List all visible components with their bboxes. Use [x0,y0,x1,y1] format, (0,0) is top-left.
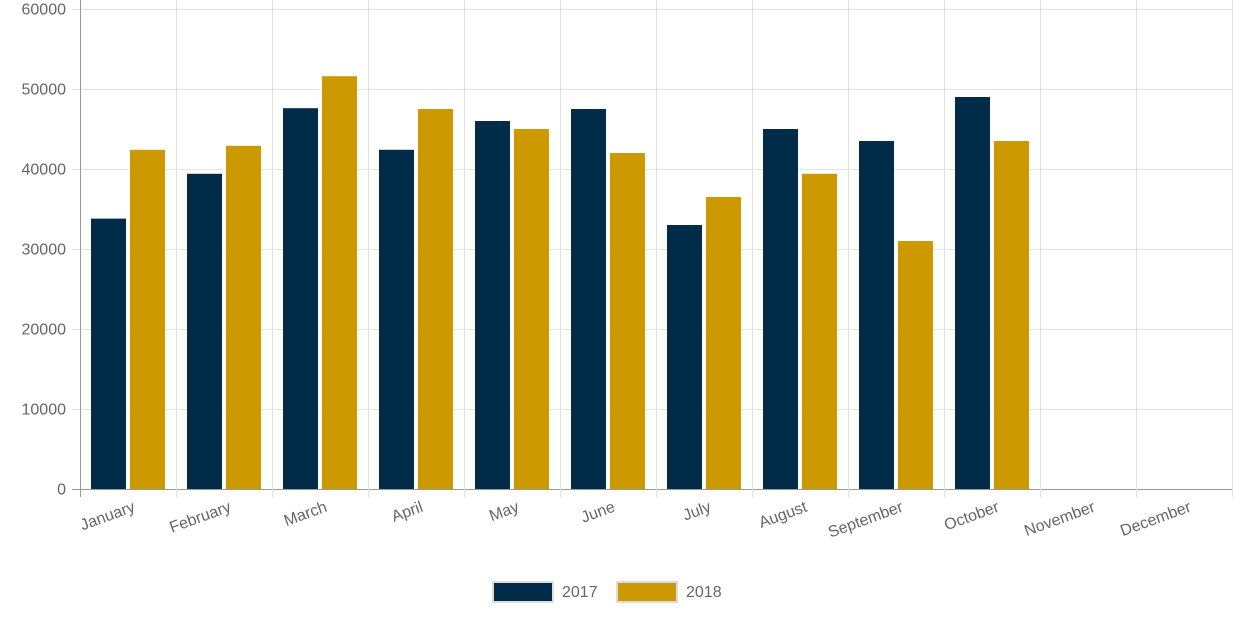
x-tick-label: April [389,499,425,526]
legend-swatch-2017 [492,581,554,603]
bar-2018-march [322,76,357,489]
x-tick-label: December [1118,499,1194,540]
y-tick-label: 0 [57,482,66,499]
bar-2018-may [514,129,549,489]
x-tick-label: August [757,499,810,532]
x-tick-label: September [826,499,906,542]
grid [72,0,1233,497]
bar-2017-february [187,173,222,490]
bar-2017-april [379,149,414,490]
bar-2017-june [571,109,606,489]
bar-2018-june [610,153,645,489]
bar-2017-september [859,141,894,489]
x-tick-label: May [487,499,521,525]
x-tick-label: July [681,499,714,525]
legend-label-2018: 2018 [686,584,722,601]
bar-2017-october [955,97,990,489]
legend-label-2017: 2017 [562,584,598,601]
y-tick-label: 30000 [22,242,67,259]
bar-2018-september [898,241,933,489]
bar-2018-october [994,141,1029,489]
bar-2018-august [802,173,837,490]
y-tick-label: 10000 [22,402,67,419]
bar-2018-january [130,149,165,490]
x-tick-label: March [282,499,330,530]
x-tick-label: January [78,499,137,534]
bar-2017-march [283,108,318,489]
x-tick-label: November [1022,499,1098,540]
bar-2017-may [475,121,510,489]
bars [91,76,1029,490]
x-tick-label: October [942,499,1002,535]
y-tick-label: 50000 [22,82,67,99]
bar-2018-april [418,109,453,489]
x-tick-label: February [167,499,233,537]
y-tick-label: 60000 [22,2,67,19]
legend[interactable]: 2017 2018 [492,581,722,603]
bar-2018-july [706,197,741,489]
x-tick-label: June [579,499,618,527]
bar-2017-january [91,218,126,489]
legend-swatch-2018 [616,581,678,603]
bar-2018-february [226,145,261,490]
bar-2017-july [667,225,702,489]
y-tick-label: 40000 [22,162,67,179]
bar-2017-august [763,129,798,489]
y-tick-label: 20000 [22,322,67,339]
